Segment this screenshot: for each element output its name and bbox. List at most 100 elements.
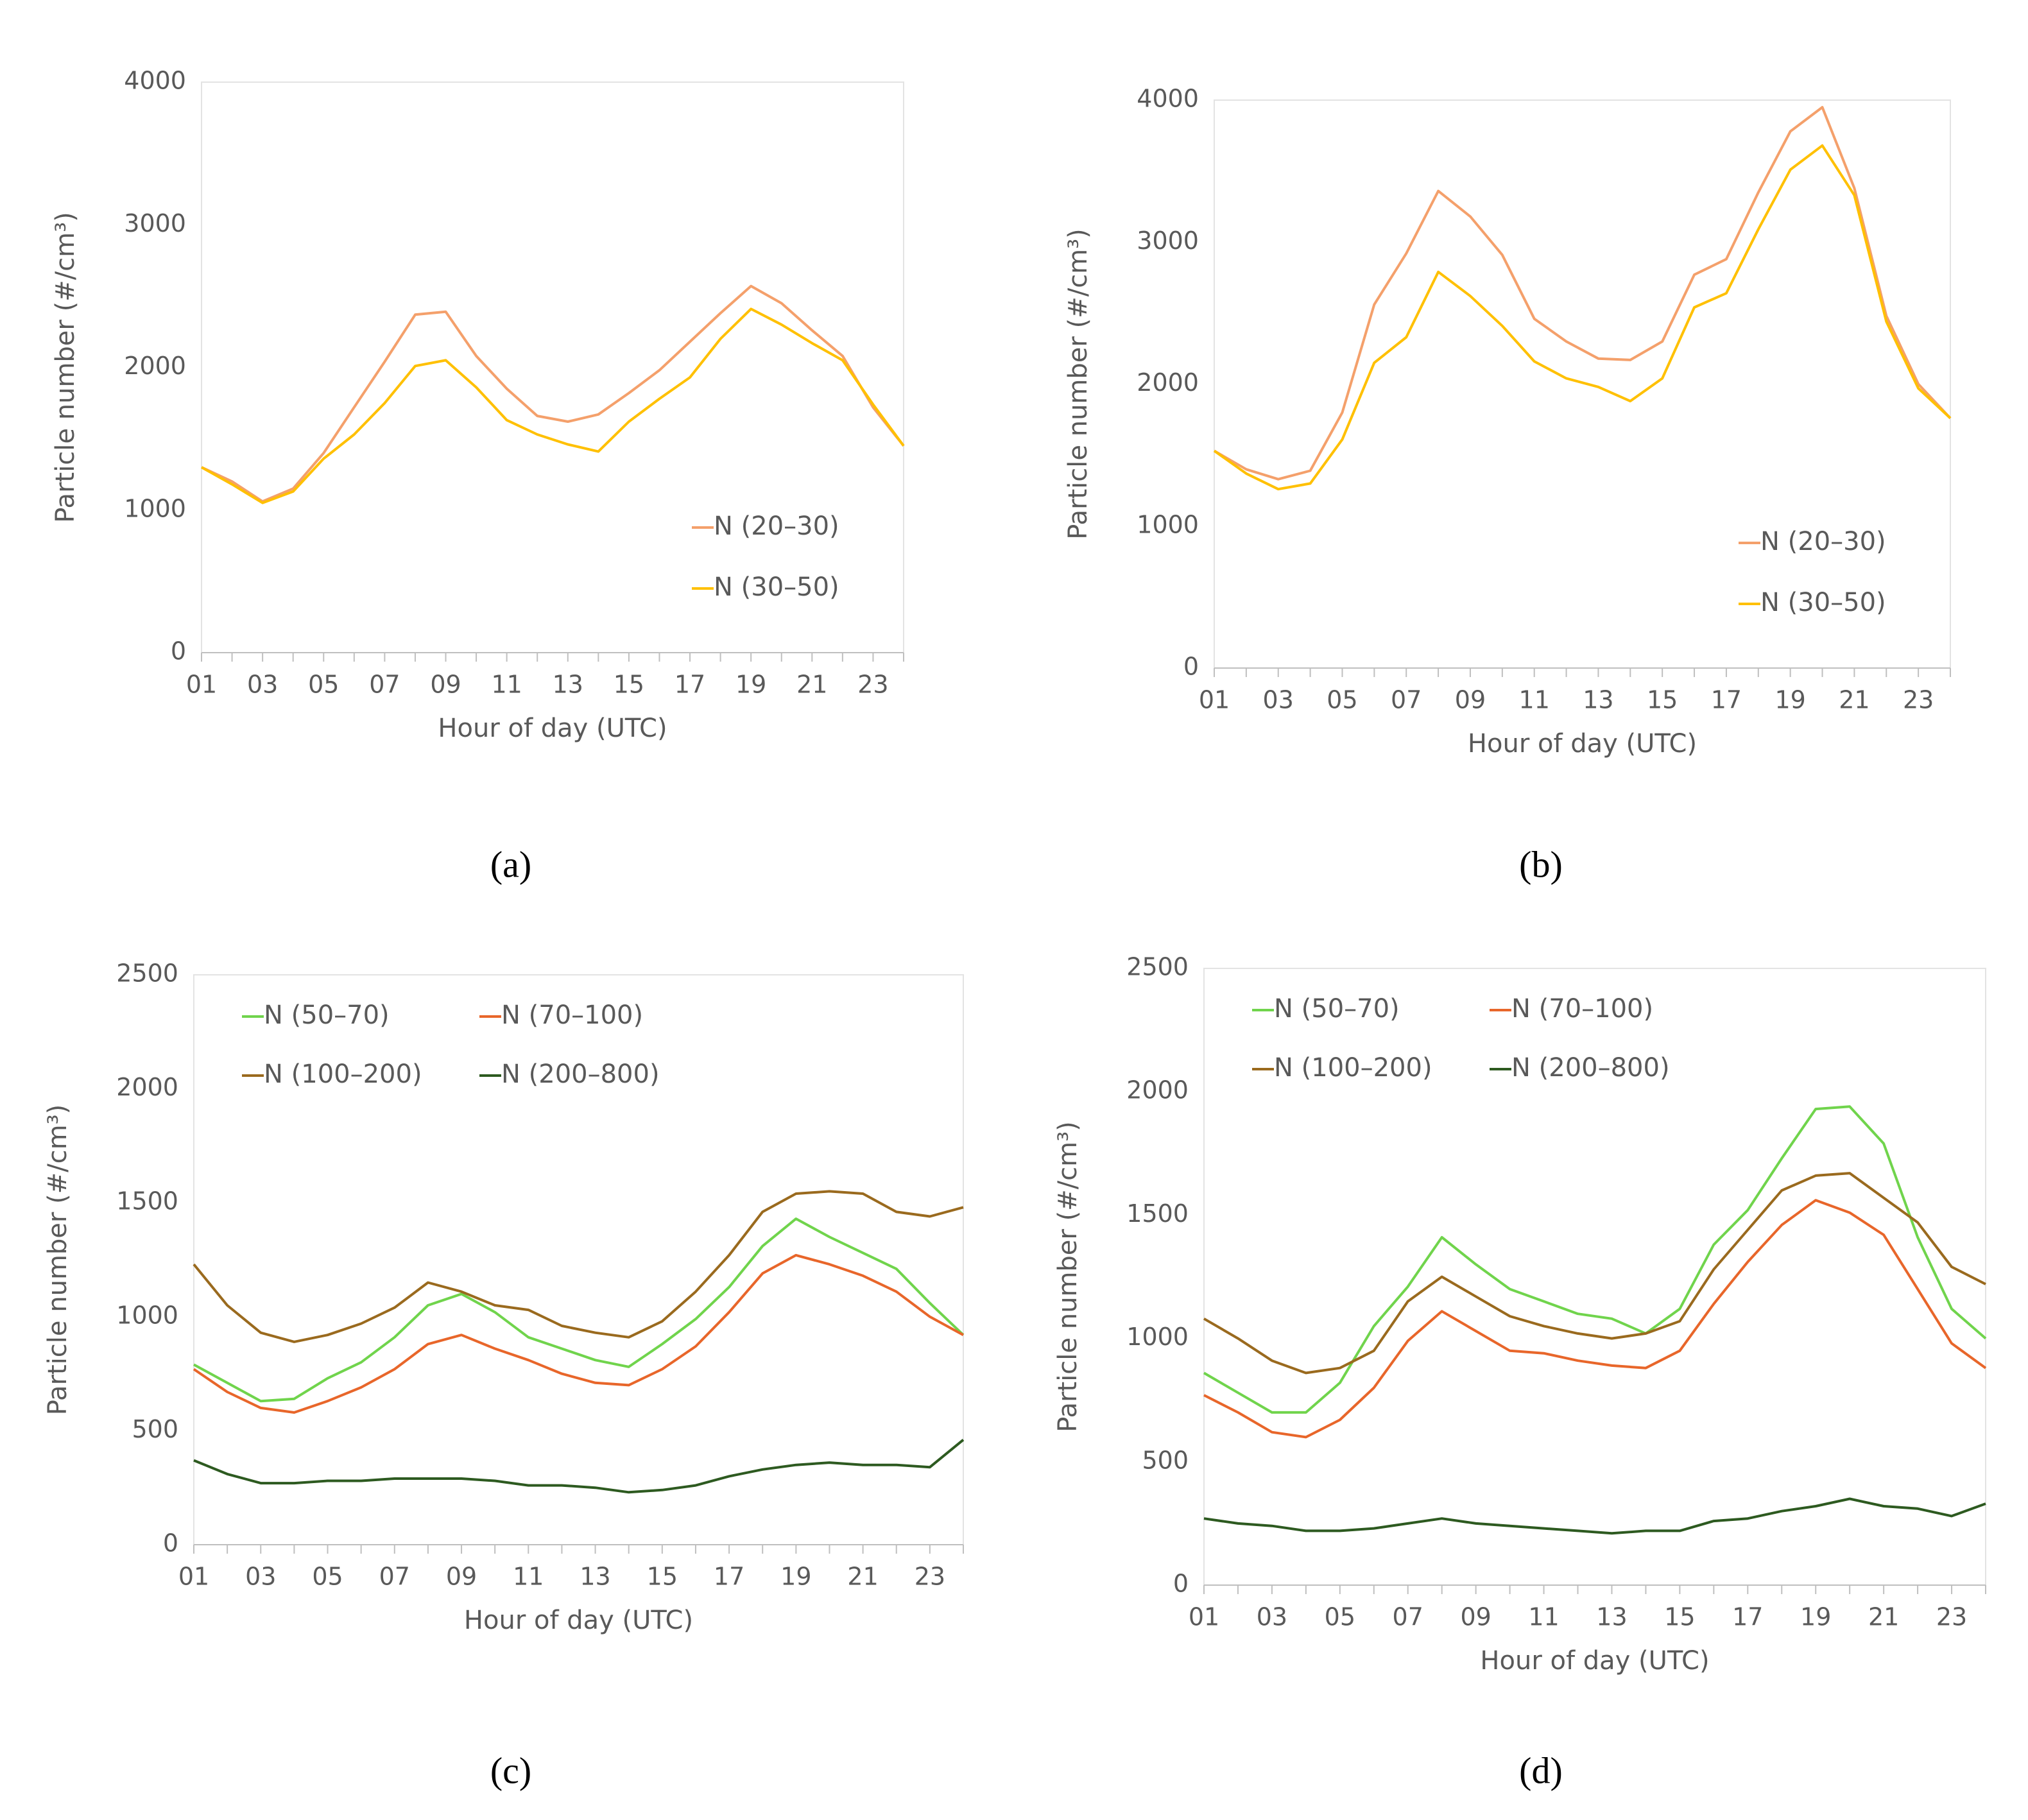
series-line: [193, 1253, 964, 1414]
y-tick-label: 4000: [124, 67, 186, 95]
panel-label: (a): [490, 843, 531, 885]
x-tick-label: 01: [1199, 686, 1230, 714]
legend-label: N (200–800): [1511, 1053, 1670, 1083]
legend-label: N (100–200): [1274, 1053, 1432, 1083]
x-tick-label: 09: [446, 1563, 477, 1591]
y-tick-label: 0: [1173, 1570, 1189, 1598]
series-line: [1214, 106, 1952, 481]
x-tick-label: 07: [1393, 1603, 1423, 1631]
x-tick-label: 23: [915, 1563, 945, 1591]
panel-label: (d): [1519, 1749, 1563, 1791]
x-axis-title: Hour of day (UTC): [438, 714, 667, 743]
x-tick-label: 15: [647, 1563, 678, 1591]
x-tick-label: 05: [312, 1563, 343, 1591]
legend-label: N (200–800): [501, 1060, 660, 1089]
series-line: [193, 1190, 964, 1343]
x-tick-label: 15: [614, 671, 644, 699]
y-tick-label: 1000: [1137, 510, 1199, 538]
y-tick-label: 1500: [1126, 1199, 1189, 1228]
series-line: [1203, 1172, 1986, 1375]
x-tick-label: 19: [1800, 1603, 1831, 1631]
x-tick-label: 21: [847, 1563, 878, 1591]
series-line: [1203, 1199, 1987, 1439]
legend-label: N (20–30): [1760, 527, 1886, 556]
x-tick-label: 21: [1839, 686, 1869, 714]
x-tick-label: 09: [1460, 1603, 1491, 1631]
x-axis-title: Hour of day (UTC): [1468, 729, 1697, 759]
y-tick-label: 2000: [116, 1073, 178, 1101]
y-axis-title: Particle number (#/cm³): [1053, 1121, 1083, 1432]
x-tick-label: 23: [857, 671, 888, 699]
series-line: [1203, 1497, 1986, 1535]
y-tick-label: 0: [1183, 653, 1199, 681]
series-line: [201, 307, 905, 504]
x-tick-label: 11: [1528, 1603, 1559, 1631]
x-tick-label: 05: [1325, 1603, 1355, 1631]
chart-panel: 0 1000 2000 3000 4000 01 03 05 07 09 11 13 15 17 19 21 2…: [1063, 85, 1952, 885]
legend-label: N (70–100): [501, 1000, 643, 1030]
x-tick-label: 17: [714, 1563, 744, 1591]
x-tick-label: 09: [430, 671, 461, 699]
x-tick-label: 01: [178, 1563, 209, 1591]
x-tick-label: 11: [513, 1563, 544, 1591]
y-tick-label: 1000: [1126, 1323, 1189, 1351]
y-tick-label: 3000: [1137, 227, 1199, 255]
y-tick-label: 2500: [1126, 953, 1189, 981]
series-line: [193, 1439, 965, 1494]
x-tick-label: 03: [245, 1563, 276, 1591]
series-line: [193, 1217, 965, 1403]
x-axis-title: Hour of day (UTC): [464, 1606, 693, 1635]
chart-panel: 0 1000 2000 3000 4000 01 03 05 07 09 11 13 15 17 19 21 2…: [51, 67, 905, 885]
y-tick-label: 2500: [116, 959, 178, 988]
chart-panel: 0 500 1000 1500 2000 2500 01 03 05 07 09 11 13 15 17 19…: [1053, 953, 1987, 1791]
x-tick-label: 23: [1936, 1603, 1967, 1631]
x-tick-label: 15: [1647, 686, 1678, 714]
x-tick-label: 19: [780, 1563, 811, 1591]
x-tick-label: 13: [1583, 686, 1613, 714]
x-tick-label: 19: [735, 671, 766, 699]
x-tick-label: 17: [1732, 1603, 1763, 1631]
y-tick-label: 3000: [124, 209, 186, 237]
x-tick-label: 03: [1257, 1603, 1287, 1631]
x-tick-label: 15: [1664, 1603, 1695, 1631]
x-tick-label: 11: [491, 671, 522, 699]
y-axis-title: Particle number (#/cm³): [43, 1104, 73, 1416]
x-tick-label: 19: [1774, 686, 1805, 714]
plot-area: [201, 82, 904, 653]
legend-label: N (50–70): [264, 1000, 390, 1030]
series-line: [1213, 144, 1952, 491]
y-tick-label: 500: [132, 1415, 178, 1443]
x-tick-label: 11: [1519, 686, 1550, 714]
legend-label: N (100–200): [264, 1060, 422, 1089]
y-tick-label: 1000: [124, 494, 186, 522]
y-tick-label: 500: [1142, 1446, 1189, 1474]
legend-label: N (50–70): [1274, 994, 1400, 1024]
x-tick-label: 01: [186, 671, 217, 699]
series-line: [1203, 1105, 1987, 1414]
panel-label: (c): [490, 1749, 531, 1791]
x-tick-label: 07: [1391, 686, 1422, 714]
x-tick-label: 13: [580, 1563, 610, 1591]
x-tick-label: 21: [796, 671, 827, 699]
x-axis-title: Hour of day (UTC): [1480, 1646, 1709, 1676]
x-tick-label: 21: [1868, 1603, 1899, 1631]
x-tick-label: 07: [379, 1563, 410, 1591]
y-tick-label: 2000: [1137, 368, 1199, 397]
x-tick-label: 17: [1711, 686, 1742, 714]
x-tick-label: 17: [675, 671, 705, 699]
x-tick-label: 23: [1903, 686, 1934, 714]
x-tick-label: 13: [553, 671, 583, 699]
x-tick-label: 01: [1189, 1603, 1219, 1631]
legend-label: N (30–50): [714, 572, 839, 602]
chart-panel: 0 500 1000 1500 2000 2500 01 03 05 07 09 11 13 15 17 19…: [43, 959, 965, 1791]
x-tick-label: 05: [1327, 686, 1357, 714]
legend-label: N (30–50): [1760, 588, 1886, 617]
y-tick-label: 1500: [116, 1187, 178, 1215]
y-tick-label: 2000: [1126, 1076, 1189, 1104]
x-tick-label: 03: [247, 671, 278, 699]
x-tick-label: 05: [308, 671, 339, 699]
legend-label: N (70–100): [1511, 994, 1653, 1024]
y-tick-label: 1000: [116, 1301, 178, 1329]
series-line: [201, 284, 905, 503]
